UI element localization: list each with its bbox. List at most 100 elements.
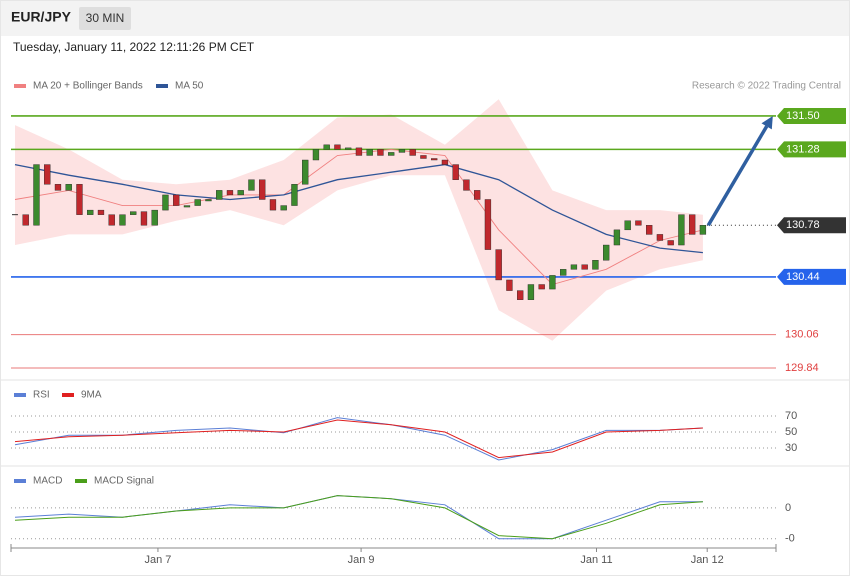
projection-arrowhead (761, 116, 773, 130)
level-label: 130.78 (786, 219, 820, 231)
legend-label: MA 20 + Bollinger Bands (33, 81, 143, 92)
candle (420, 155, 427, 159)
level-label: 131.28 (786, 143, 820, 155)
candle (689, 214, 696, 235)
timeframe-badge[interactable] (79, 7, 131, 30)
symbol: EUR/JPY (11, 9, 72, 25)
candle (656, 234, 664, 241)
candle (194, 199, 201, 206)
candle (699, 225, 707, 235)
candle (409, 149, 416, 156)
legend-label: RSI (33, 390, 50, 401)
candle (140, 211, 148, 226)
legend-swatch (14, 393, 26, 397)
candle (173, 194, 180, 206)
candle (441, 159, 449, 165)
legend-swatch (14, 84, 26, 88)
candle (76, 184, 83, 215)
candle (646, 225, 653, 235)
candle (334, 144, 341, 150)
candle (54, 184, 62, 191)
candle (205, 199, 212, 202)
candle (366, 149, 373, 156)
level-tag (777, 108, 846, 124)
candle (345, 147, 352, 150)
timeframe[interactable]: 30 MIN (86, 11, 125, 25)
series-line (14, 419, 703, 459)
candle (624, 220, 631, 231)
series-line (14, 148, 704, 286)
candle (97, 209, 105, 215)
candle (549, 275, 556, 290)
candle (517, 290, 524, 300)
candle (33, 164, 40, 226)
candle (259, 179, 266, 200)
legend-swatch (156, 84, 168, 88)
candle (87, 209, 94, 215)
candle (280, 205, 287, 211)
candle (130, 211, 137, 215)
level-tag (777, 141, 846, 158)
candle (377, 149, 384, 156)
legend-swatch (14, 479, 26, 483)
candle (216, 190, 223, 200)
candle (527, 284, 535, 300)
candle (463, 179, 470, 191)
candle (119, 214, 126, 226)
candle (613, 229, 621, 246)
candle (323, 144, 330, 150)
candle (592, 260, 599, 270)
projection-arrow (706, 125, 769, 227)
candle (226, 190, 234, 196)
candle (495, 249, 502, 281)
y-tick-label: -0 (785, 533, 795, 545)
series-line (14, 163, 703, 254)
candle (355, 147, 363, 156)
level-label: 130.06 (785, 329, 819, 341)
level-label: 130.44 (786, 271, 820, 283)
x-tick-label: Jan 9 (348, 554, 375, 566)
legend-label: 9MA (81, 390, 102, 401)
candle (431, 158, 438, 161)
candle (581, 264, 588, 270)
level-tag (777, 217, 846, 234)
series-line (14, 417, 703, 461)
candle (237, 190, 244, 196)
y-tick-label: 50 (785, 426, 797, 438)
legend-swatch (75, 479, 87, 483)
candle (560, 269, 567, 276)
candle (44, 164, 51, 185)
candle (162, 194, 169, 211)
y-tick-label: 70 (785, 410, 797, 422)
x-tick-label: Jan 11 (580, 554, 612, 566)
y-tick-label: 0 (785, 502, 791, 514)
candle (151, 209, 158, 226)
level-label: 129.84 (785, 362, 819, 374)
candle (667, 240, 674, 246)
level-tag (777, 268, 846, 285)
legend-label: MACD (33, 476, 62, 487)
level-label: 131.50 (786, 110, 820, 122)
candle (398, 149, 406, 153)
series-line (14, 495, 703, 540)
candle (484, 199, 492, 250)
credit: Research © 2022 Trading Central (692, 81, 841, 92)
candle (65, 184, 72, 191)
candle (452, 164, 459, 180)
candle (570, 264, 578, 270)
x-tick-label: Jan 7 (144, 554, 171, 566)
candle (388, 152, 395, 156)
candle (312, 149, 320, 161)
candle (603, 244, 610, 261)
candle (22, 214, 29, 226)
timestamp: Tuesday, January 11, 2022 12:11:26 PM CE… (13, 40, 255, 54)
candle (291, 184, 298, 206)
candle (248, 179, 255, 191)
candle (506, 279, 513, 291)
header-bg (0, 0, 850, 36)
candle (269, 199, 277, 211)
bollinger-band (15, 99, 703, 341)
candle (474, 190, 481, 200)
x-tick-label: Jan 12 (691, 554, 724, 566)
